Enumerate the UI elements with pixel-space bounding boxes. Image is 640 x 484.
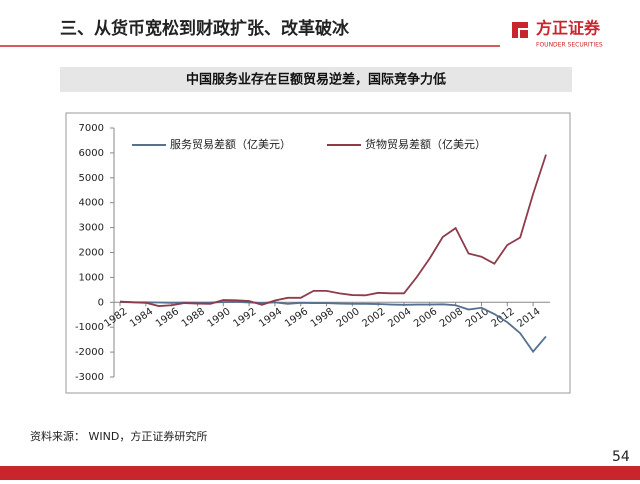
page-number: 54 [612, 449, 630, 465]
y-tick-label: 4000 [79, 198, 104, 209]
y-tick-label: 6000 [79, 148, 104, 159]
legend-label: 货物贸易差额（亿美元） [365, 137, 486, 151]
series-line [119, 154, 547, 307]
y-tick-label: -3000 [75, 372, 104, 383]
logo-subtext: FOUNDER SECURITIES [536, 42, 603, 49]
y-tick-label: -2000 [75, 347, 104, 358]
source: 资料来源： WIND，方正证券研究所 [30, 429, 207, 443]
y-tick-label: -1000 [75, 322, 104, 333]
logo-text: 方正证券 [536, 19, 601, 38]
y-tick-label: 5000 [79, 173, 104, 184]
y-tick-label: 3000 [79, 223, 104, 234]
chart-title: 中国服务业存在巨额贸易逆差，国际竞争力低 [186, 72, 446, 88]
y-tick-label: 1000 [79, 272, 104, 283]
y-tick-label: 2000 [79, 248, 104, 259]
footer-bar [0, 466, 640, 480]
slide-title: 三、从货币宽松到财政扩张、改革破冰 [60, 18, 350, 39]
plot-frame [65, 112, 571, 394]
logo-icon [512, 22, 528, 38]
y-tick-label: 0 [98, 297, 104, 308]
chart-title-box [60, 67, 572, 92]
legend-label: 服务贸易差额（亿美元） [170, 137, 291, 151]
y-tick-label: 7000 [79, 123, 104, 134]
logo: 方正证券 FOUNDER SECURITIES [512, 19, 603, 49]
